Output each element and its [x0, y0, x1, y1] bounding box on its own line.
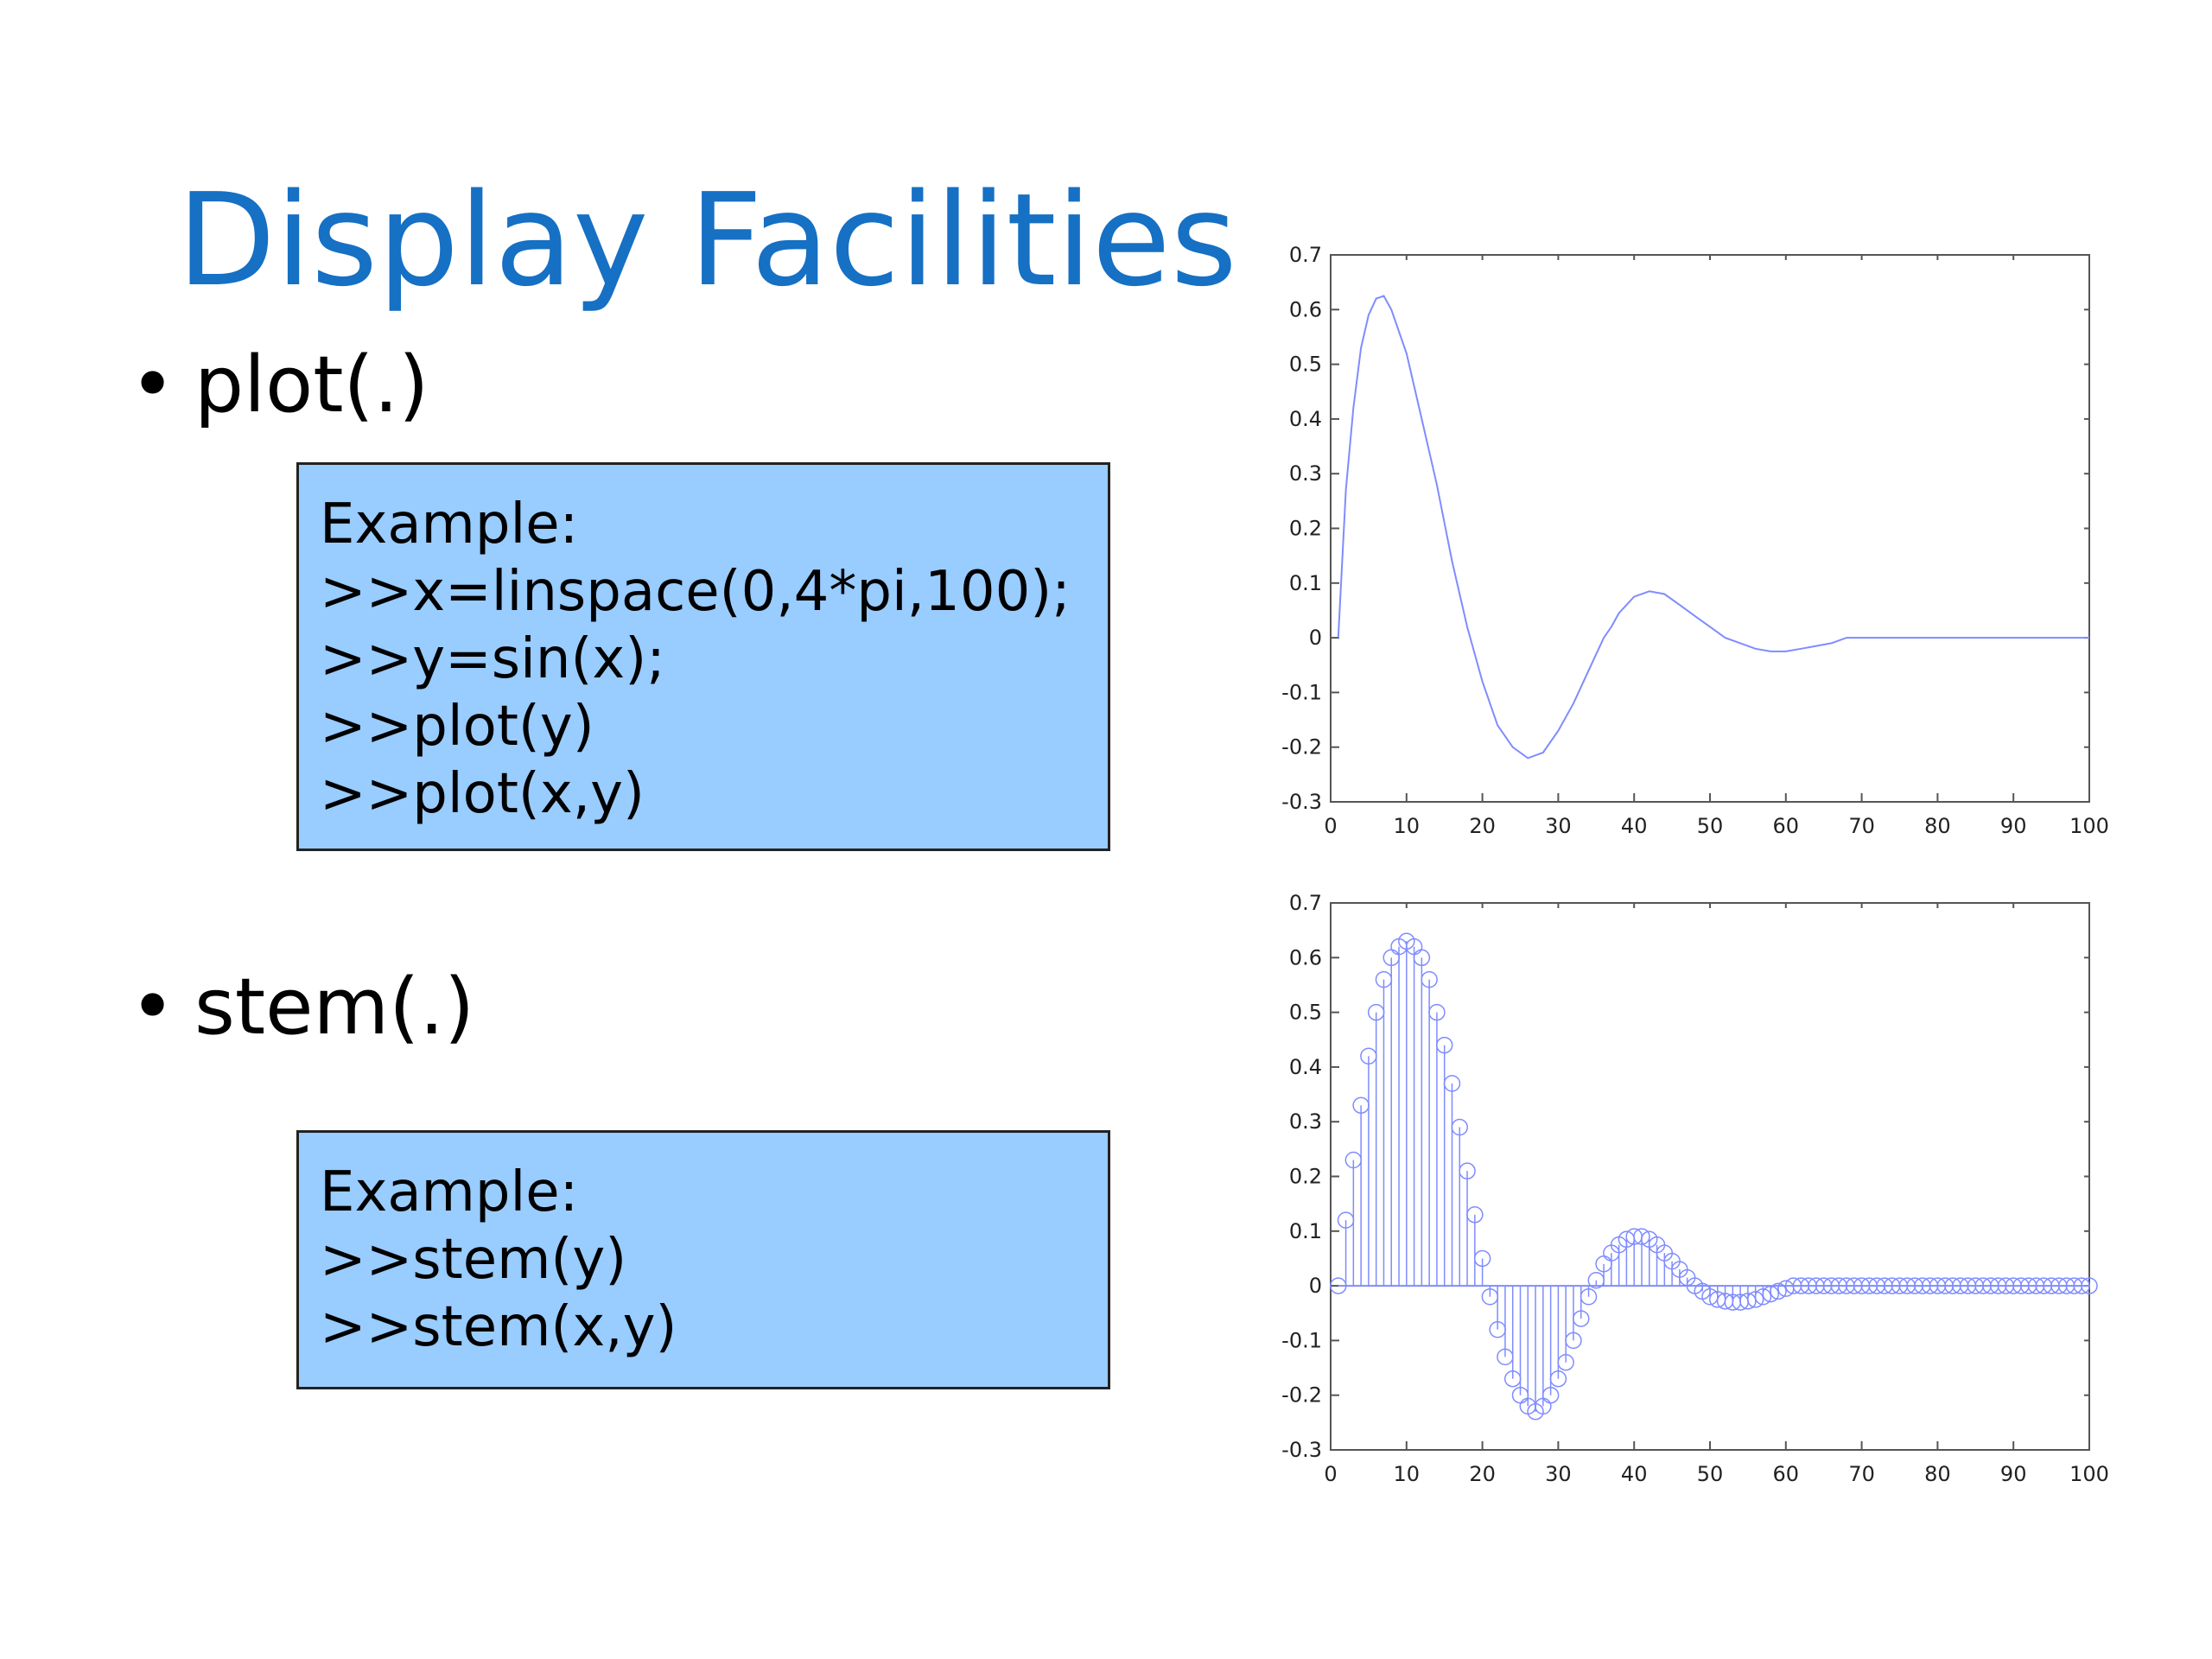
- bullet-stem: • stem(.): [130, 961, 474, 1054]
- stem-example-line: >>stem(x,y): [320, 1295, 677, 1359]
- stem-marker: [1435, 1036, 1453, 1054]
- plot-example-line: >>plot(x,y): [320, 762, 645, 826]
- y-tick-label: 0: [1309, 626, 1322, 650]
- stem-marker: [1762, 1285, 1779, 1303]
- y-tick-label: -0.3: [1281, 790, 1322, 814]
- y-tick-label: 0.6: [1289, 945, 1322, 969]
- bullet-plot: • plot(.): [130, 339, 429, 432]
- y-tick-label: 0.1: [1289, 571, 1322, 595]
- x-tick-label: 70: [1848, 814, 1875, 838]
- y-tick-label: 0.5: [1289, 1001, 1322, 1025]
- x-tick-label: 20: [1469, 1462, 1496, 1486]
- stem-marker: [1451, 1118, 1469, 1136]
- x-tick-label: 90: [2000, 814, 2027, 838]
- bullet-dot-icon: •: [130, 340, 176, 430]
- stem-marker: [1633, 1228, 1650, 1245]
- stem-example-line: >>stem(y): [320, 1228, 627, 1292]
- x-tick-label: 100: [2069, 1462, 2109, 1486]
- stem-marker: [1428, 1003, 1446, 1021]
- stem-marker: [1739, 1293, 1757, 1310]
- y-tick-label: 0: [1309, 1274, 1322, 1298]
- y-tick-label: 0.7: [1289, 243, 1322, 267]
- x-tick-label: 90: [2000, 1462, 2027, 1486]
- y-tick-label: 0.2: [1289, 517, 1322, 541]
- stem-marker: [2081, 1277, 2098, 1294]
- y-tick-label: 0.6: [1289, 297, 1322, 321]
- stem-marker: [1459, 1162, 1476, 1179]
- stem-marker: [1572, 1310, 1590, 1327]
- y-tick-label: -0.2: [1281, 1383, 1322, 1408]
- plot-example-line: >>plot(y): [320, 695, 594, 759]
- bullet-plot-label: plot(.): [194, 340, 429, 430]
- bullet-dot-icon: •: [130, 962, 176, 1052]
- stem-marker: [1549, 1370, 1567, 1388]
- x-tick-label: 20: [1469, 814, 1496, 838]
- plot-example-line: >>x=linspace(0,4*pi,100);: [320, 560, 1071, 624]
- x-tick-label: 50: [1697, 814, 1724, 838]
- y-tick-label: -0.1: [1281, 680, 1322, 704]
- y-tick-label: 0.1: [1289, 1219, 1322, 1243]
- stem-marker: [1466, 1206, 1484, 1224]
- stem-marker: [1473, 1249, 1491, 1268]
- x-tick-label: 30: [1545, 1462, 1572, 1486]
- x-tick-label: 30: [1545, 814, 1572, 838]
- y-tick-label: 0.3: [1289, 1109, 1322, 1134]
- y-tick-label: -0.2: [1281, 735, 1322, 760]
- stem-marker: [1746, 1291, 1764, 1308]
- stem-marker: [1541, 1386, 1560, 1404]
- x-tick-label: 60: [1773, 814, 1800, 838]
- y-tick-label: 0.4: [1289, 407, 1322, 431]
- plot-example-line: Example:: [320, 493, 579, 556]
- stem-marker: [1754, 1288, 1772, 1306]
- stem-marker: [2073, 1277, 2090, 1294]
- x-tick-label: 100: [2069, 814, 2109, 838]
- x-tick-label: 10: [1394, 1462, 1421, 1486]
- x-tick-label: 80: [1924, 814, 1951, 838]
- y-tick-label: 0.4: [1289, 1055, 1322, 1079]
- x-tick-label: 40: [1621, 1462, 1648, 1486]
- x-tick-label: 50: [1697, 1462, 1724, 1486]
- x-tick-label: 40: [1621, 814, 1648, 838]
- y-tick-label: 0.7: [1289, 891, 1322, 915]
- stem-example-line: Example:: [320, 1160, 579, 1224]
- series-line: [1337, 295, 2089, 760]
- x-tick-label: 10: [1394, 814, 1421, 838]
- x-tick-label: 60: [1773, 1462, 1800, 1486]
- stem-marker: [1770, 1282, 1787, 1300]
- bullet-stem-label: stem(.): [194, 962, 475, 1052]
- x-tick-label: 70: [1848, 1462, 1875, 1486]
- x-tick-label: 80: [1924, 1462, 1951, 1486]
- y-tick-label: 0.5: [1289, 353, 1322, 377]
- stem-marker: [1557, 1353, 1574, 1371]
- y-tick-label: -0.1: [1281, 1328, 1322, 1352]
- y-tick-label: 0.2: [1289, 1165, 1322, 1189]
- stem-marker: [1421, 970, 1438, 988]
- plot-example-box: Example: >>x=linspace(0,4*pi,100); >>y=s…: [296, 462, 1110, 851]
- stem-marker: [1565, 1332, 1582, 1350]
- stem-marker: [1443, 1075, 1461, 1092]
- plot-example-line: >>y=sin(x);: [320, 627, 665, 691]
- x-tick-label: 0: [1324, 814, 1337, 838]
- stem-marker: [1413, 949, 1431, 967]
- y-tick-label: 0.3: [1289, 461, 1322, 486]
- x-tick-label: 0: [1324, 1462, 1337, 1486]
- stem-example-box: Example: >>stem(y) >>stem(x,y): [296, 1130, 1110, 1389]
- slide-title: Display Facilities: [177, 166, 1237, 315]
- stem-marker: [1580, 1288, 1598, 1306]
- y-tick-label: -0.3: [1281, 1438, 1322, 1462]
